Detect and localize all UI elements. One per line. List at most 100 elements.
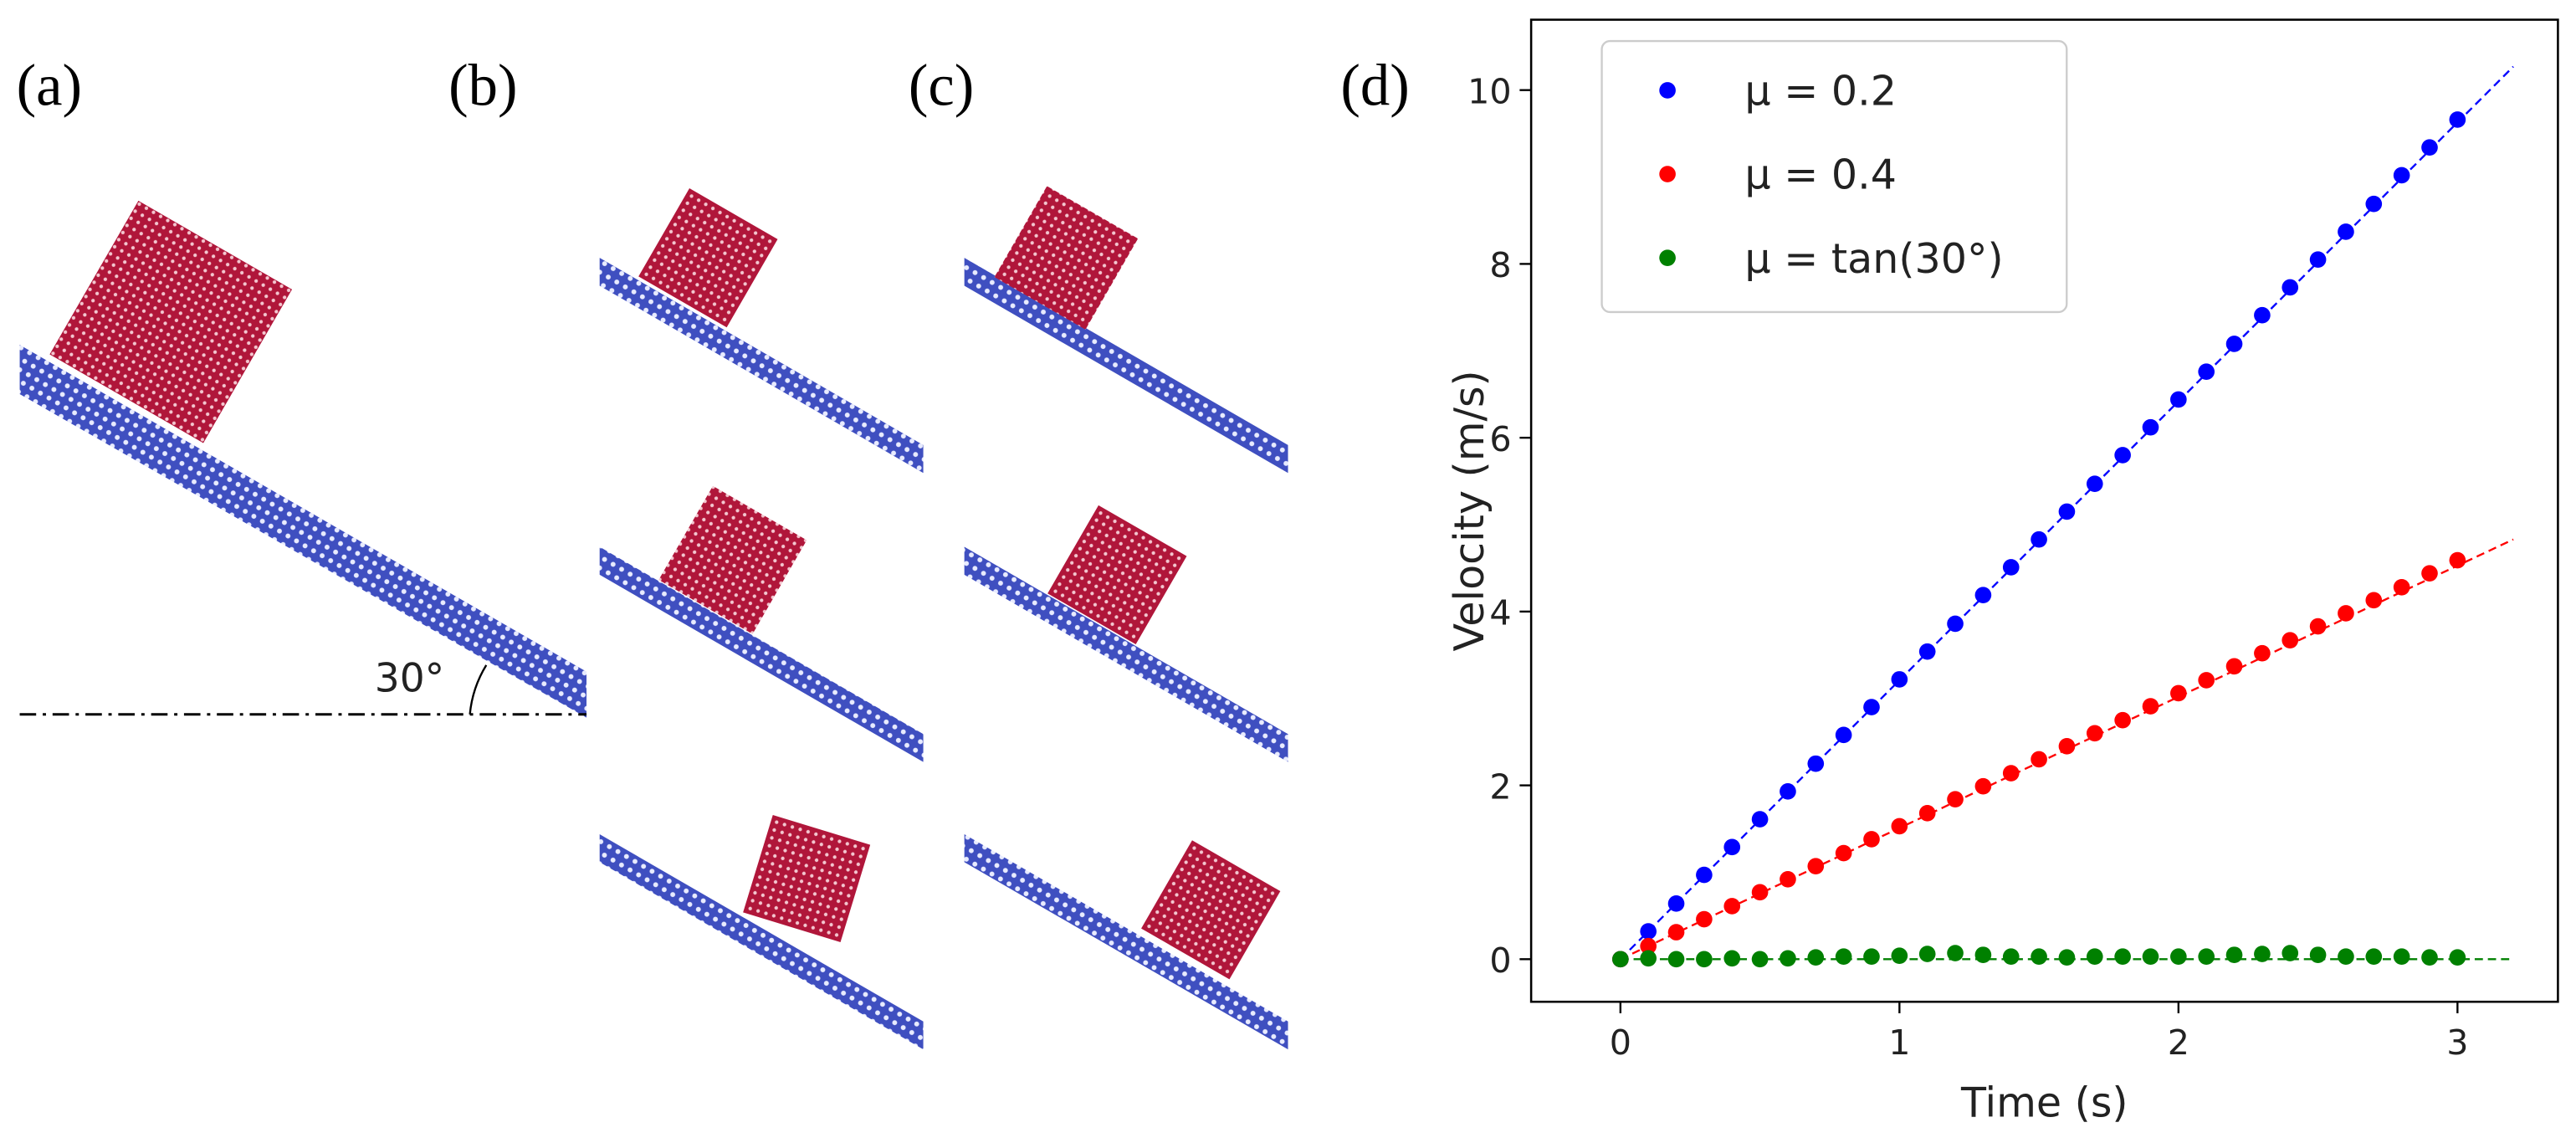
data-point	[1640, 950, 1657, 967]
data-point	[2338, 223, 2354, 240]
data-point	[1640, 937, 1657, 955]
y-axis-label: Velocity (m/s)	[1445, 370, 1493, 651]
y-tick-label: 4	[1489, 593, 1511, 633]
data-point	[2002, 948, 2020, 966]
data-point	[1751, 884, 1769, 901]
data-point	[2142, 948, 2159, 966]
data-point	[2393, 948, 2410, 966]
block	[49, 200, 293, 443]
data-point	[2002, 765, 2020, 782]
plot-frame	[1529, 18, 2559, 1003]
x-tick-label: 0	[1610, 1023, 1631, 1063]
block	[638, 188, 778, 328]
data-point	[2031, 948, 2047, 966]
data-point	[2449, 111, 2466, 128]
data-point	[1891, 818, 1908, 835]
data-point	[2393, 167, 2410, 184]
data-point	[2309, 946, 2327, 963]
data-point	[2031, 751, 2047, 768]
chart: 0 1 2 3 0 2 4 6 8 10 Time (s) Velocity (m/s) μ = 0.2…	[1445, 18, 2559, 1127]
angle-label: 30°	[375, 655, 445, 701]
data-point	[2198, 672, 2215, 689]
data-point	[1751, 811, 1769, 828]
y-tick-label: 0	[1489, 941, 1511, 981]
data-point	[1974, 777, 1992, 795]
data-point	[2114, 711, 2131, 729]
panel-a: 30°	[19, 200, 587, 718]
data-point	[1696, 951, 1713, 968]
data-point	[2086, 475, 2103, 492]
data-point	[1918, 946, 1936, 962]
data-point	[1780, 783, 1796, 800]
data-point	[2142, 698, 2159, 715]
data-point	[2421, 565, 2438, 582]
data-point	[1696, 910, 1713, 928]
data-point	[2449, 551, 2466, 569]
data-point	[1667, 951, 1685, 968]
data-point	[2365, 592, 2383, 609]
data-point	[2282, 279, 2299, 296]
y-tick-label: 8	[1489, 245, 1511, 285]
panel-label: (b)	[448, 54, 517, 119]
data-point	[2365, 195, 2383, 213]
data-point	[2225, 658, 2243, 675]
data-point	[2086, 725, 2103, 742]
data-point	[1918, 805, 1936, 822]
data-point	[1723, 838, 1741, 856]
data-point	[2058, 738, 2076, 755]
data-point	[1807, 949, 1825, 966]
x-axis-label: Time (s)	[1960, 1079, 2128, 1127]
y-tick-label: 2	[1489, 766, 1511, 807]
data-point	[2338, 605, 2354, 622]
incline	[599, 834, 924, 1050]
data-point	[2225, 336, 2243, 352]
data-point	[2170, 684, 2187, 702]
data-point	[1974, 587, 1992, 603]
data-point	[1835, 726, 1852, 744]
panels-b-c	[599, 186, 1288, 1050]
data-point	[2338, 948, 2354, 966]
x-tick-label: 1	[1888, 1023, 1910, 1063]
block	[658, 485, 807, 634]
legend-marker	[1659, 166, 1676, 182]
data-point	[2086, 948, 2103, 966]
data-point	[1863, 948, 1880, 966]
incline	[964, 834, 1288, 1050]
data-point	[2058, 949, 2076, 966]
data-point	[1974, 946, 1992, 963]
legend-marker	[1659, 82, 1676, 99]
data-point	[1835, 948, 1852, 966]
data-point	[1640, 923, 1657, 940]
data-point	[2254, 306, 2271, 324]
data-point	[1947, 945, 1964, 961]
data-point	[2114, 447, 2131, 464]
data-point	[2309, 618, 2327, 635]
data-point	[2198, 363, 2215, 381]
incline	[19, 345, 587, 718]
block	[994, 186, 1139, 330]
y-tick-label: 10	[1467, 71, 1511, 111]
data-point	[1667, 895, 1685, 912]
incline	[964, 258, 1288, 474]
x-tick-label: 3	[2446, 1023, 2468, 1063]
incline	[599, 546, 924, 762]
data-point	[2309, 251, 2327, 269]
data-point	[2198, 948, 2215, 966]
data-point	[1723, 950, 1741, 967]
data-point	[1891, 671, 1908, 688]
data-point	[1918, 643, 1936, 660]
panel-label: (a)	[17, 54, 82, 119]
data-point	[2031, 530, 2047, 548]
data-point	[2421, 139, 2438, 156]
panel-label: (c)	[909, 54, 974, 119]
data-point	[2170, 948, 2187, 966]
data-point	[2254, 644, 2271, 662]
data-point	[1667, 924, 1685, 941]
data-point	[1780, 950, 1796, 967]
data-point	[1612, 951, 1629, 968]
data-point	[1863, 699, 1880, 715]
block	[1141, 840, 1281, 980]
data-point	[1947, 615, 1964, 633]
